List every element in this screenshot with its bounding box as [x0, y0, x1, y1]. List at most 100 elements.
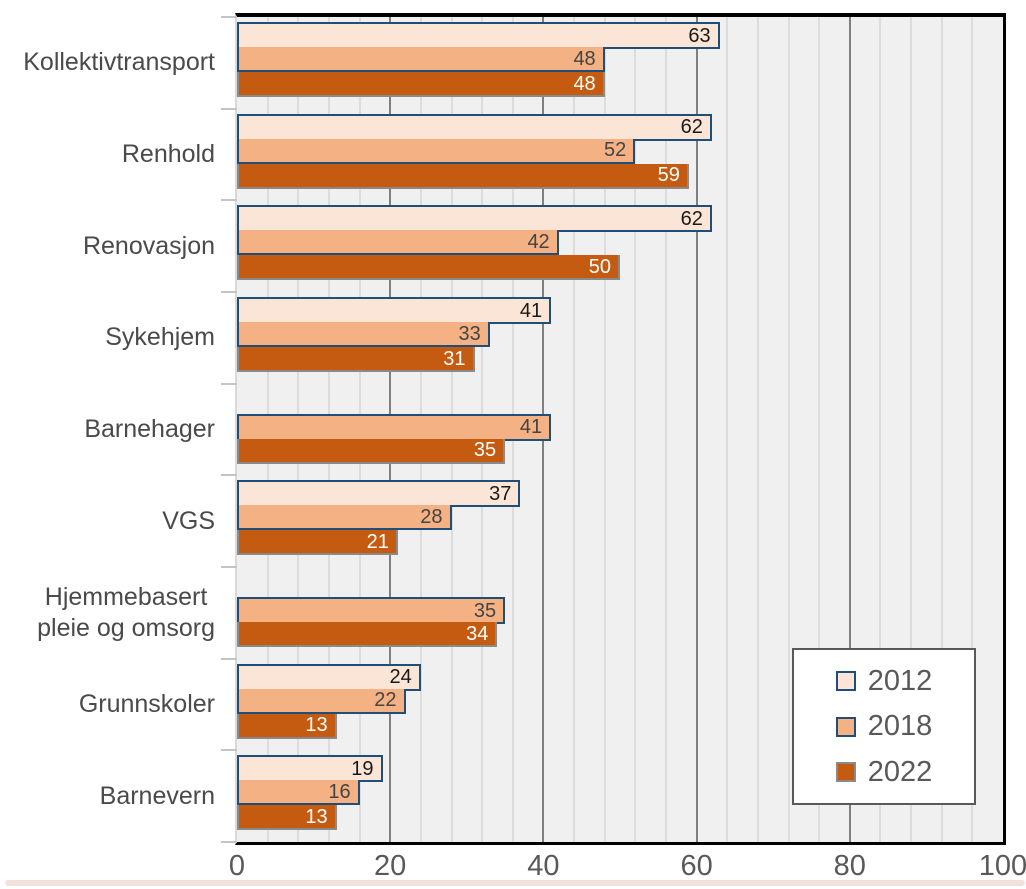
- bar-value-label: 34: [466, 622, 489, 645]
- category-label: Barnevern: [0, 750, 215, 842]
- category-label: Renhold: [0, 109, 215, 201]
- gridline-minor: [910, 17, 913, 842]
- legend-swatch-2022: [835, 762, 856, 782]
- category-tick: [221, 749, 237, 752]
- gridline-minor: [879, 17, 882, 842]
- category-label: Grunnskoler: [0, 659, 215, 751]
- bar-value-label: 21: [366, 530, 389, 553]
- x-axis-tick-label: 100: [978, 850, 1026, 882]
- gridline-major: [848, 17, 851, 842]
- bar-2018: 16: [237, 780, 360, 806]
- category-tick: [221, 841, 237, 843]
- bar-value-label: 19: [351, 757, 374, 780]
- bar-2012: 19: [237, 755, 383, 783]
- bar-value-label: 31: [443, 347, 466, 370]
- bar-2012: 37: [237, 480, 521, 508]
- bar-2022: 35: [237, 438, 506, 464]
- x-axis: 0 20 40 60 80 100: [0, 852, 1026, 886]
- bar-value-label: 22: [374, 689, 397, 712]
- category-label-text: Barnevern: [99, 781, 215, 810]
- bar-2018: 33: [237, 322, 490, 347]
- gridline-minor: [971, 17, 974, 842]
- category-label: VGS: [0, 475, 215, 567]
- legend-swatch-2018: [835, 716, 856, 737]
- x-axis-tick-label: 40: [527, 850, 560, 882]
- bar-value-label: 16: [328, 780, 351, 803]
- bar-value-label: 13: [305, 714, 328, 737]
- legend-label: 2018: [867, 710, 933, 742]
- legend-entry-2022: 2022: [794, 755, 974, 788]
- bar-value-label: 37: [489, 482, 512, 505]
- legend-entry-2018: 2018: [794, 712, 974, 741]
- gridline-minor: [665, 17, 667, 842]
- gridline-minor: [603, 17, 606, 842]
- gridline-minor: [818, 17, 821, 842]
- bar-value-label: 33: [458, 322, 481, 345]
- legend-label: 2022: [867, 755, 933, 788]
- category-label: Barnehager: [0, 384, 215, 476]
- bar-2012: 63: [237, 22, 720, 49]
- bar-value-label: 13: [305, 805, 328, 828]
- category-tick: [221, 16, 237, 18]
- bar-group: 35 34: [237, 567, 1003, 659]
- bar-2022: 48: [237, 72, 605, 97]
- category-label-text: Grunnskoler: [78, 689, 215, 718]
- bar-group: 24 22 13: [237, 659, 1003, 751]
- bar-2012: 62: [237, 205, 712, 233]
- bar-value-label: 62: [680, 116, 703, 139]
- category-label-text: Barnehager: [84, 414, 215, 443]
- category-label: Sykehjem: [0, 292, 215, 384]
- bar-2018: 41: [237, 413, 552, 441]
- bar-value-label: 48: [573, 72, 596, 95]
- bar-2022: 13: [237, 713, 337, 739]
- category-tick: [221, 291, 237, 293]
- category-axis: Kollektivtransport Renhold Renovasjon Sykeh…: [0, 17, 215, 842]
- bar-value-label: 59: [657, 164, 680, 187]
- category-label-text: Hjemmebasert pleie og omsorg: [37, 582, 215, 642]
- bar-2022: 59: [237, 163, 689, 189]
- legend-entry-2012: 2012: [794, 664, 974, 697]
- bar-2022: 34: [237, 622, 498, 647]
- legend-swatch-2012: [835, 671, 856, 691]
- gridline-minor: [573, 17, 575, 842]
- bar-2018: 35: [237, 597, 506, 624]
- bar-2018: 52: [237, 138, 636, 164]
- category-label-text: Sykehjem: [105, 323, 215, 352]
- x-axis-tick-label: 80: [833, 850, 866, 882]
- bar-2012: 24: [237, 663, 421, 691]
- category-label: Kollektivtransport: [0, 17, 215, 109]
- bar-2022: 31: [237, 347, 475, 372]
- bar-value-label: 50: [588, 255, 611, 278]
- bar-value-label: 41: [519, 299, 543, 322]
- gridline-minor: [787, 17, 790, 842]
- bar-2022: 21: [237, 530, 398, 556]
- bar-value-label: 63: [688, 24, 711, 47]
- bar-group: 63 48 48: [237, 17, 1003, 109]
- category-tick: [221, 474, 237, 477]
- bar-value-label: 52: [604, 139, 627, 162]
- bar-value-label: 24: [389, 666, 412, 689]
- bar-group: 19 16 13: [237, 750, 1003, 842]
- bar-2018: 42: [237, 230, 559, 256]
- bar-value-label: 48: [573, 47, 596, 70]
- bar-2012: 41: [237, 297, 552, 324]
- bar-value-label: 35: [473, 439, 497, 462]
- bar-value-label: 28: [420, 505, 443, 528]
- category-tick: [221, 382, 237, 385]
- bar-2018: 28: [237, 505, 452, 531]
- bar-value-label: 35: [473, 599, 497, 622]
- bar-value-label: 42: [527, 230, 550, 253]
- x-axis-tick-label: 0: [228, 850, 246, 882]
- plot-area: 63 48 48 62 52 59 62 42 50 41 33 31 41 35 37 28 21 35 34 24…: [235, 13, 1006, 845]
- gridline-minor: [726, 17, 729, 842]
- bar-2022: 13: [237, 805, 337, 831]
- category-label: Hjemmebasert pleie og omsorg: [0, 567, 215, 659]
- bar-2018: 48: [237, 47, 605, 72]
- bar-value-label: 62: [680, 207, 703, 230]
- category-label: Renovasjon: [0, 200, 215, 292]
- legend-label: 2012: [867, 664, 933, 697]
- gridline-minor: [634, 17, 637, 842]
- x-axis-tick-label: 20: [374, 850, 407, 882]
- bar-2018: 22: [237, 688, 406, 714]
